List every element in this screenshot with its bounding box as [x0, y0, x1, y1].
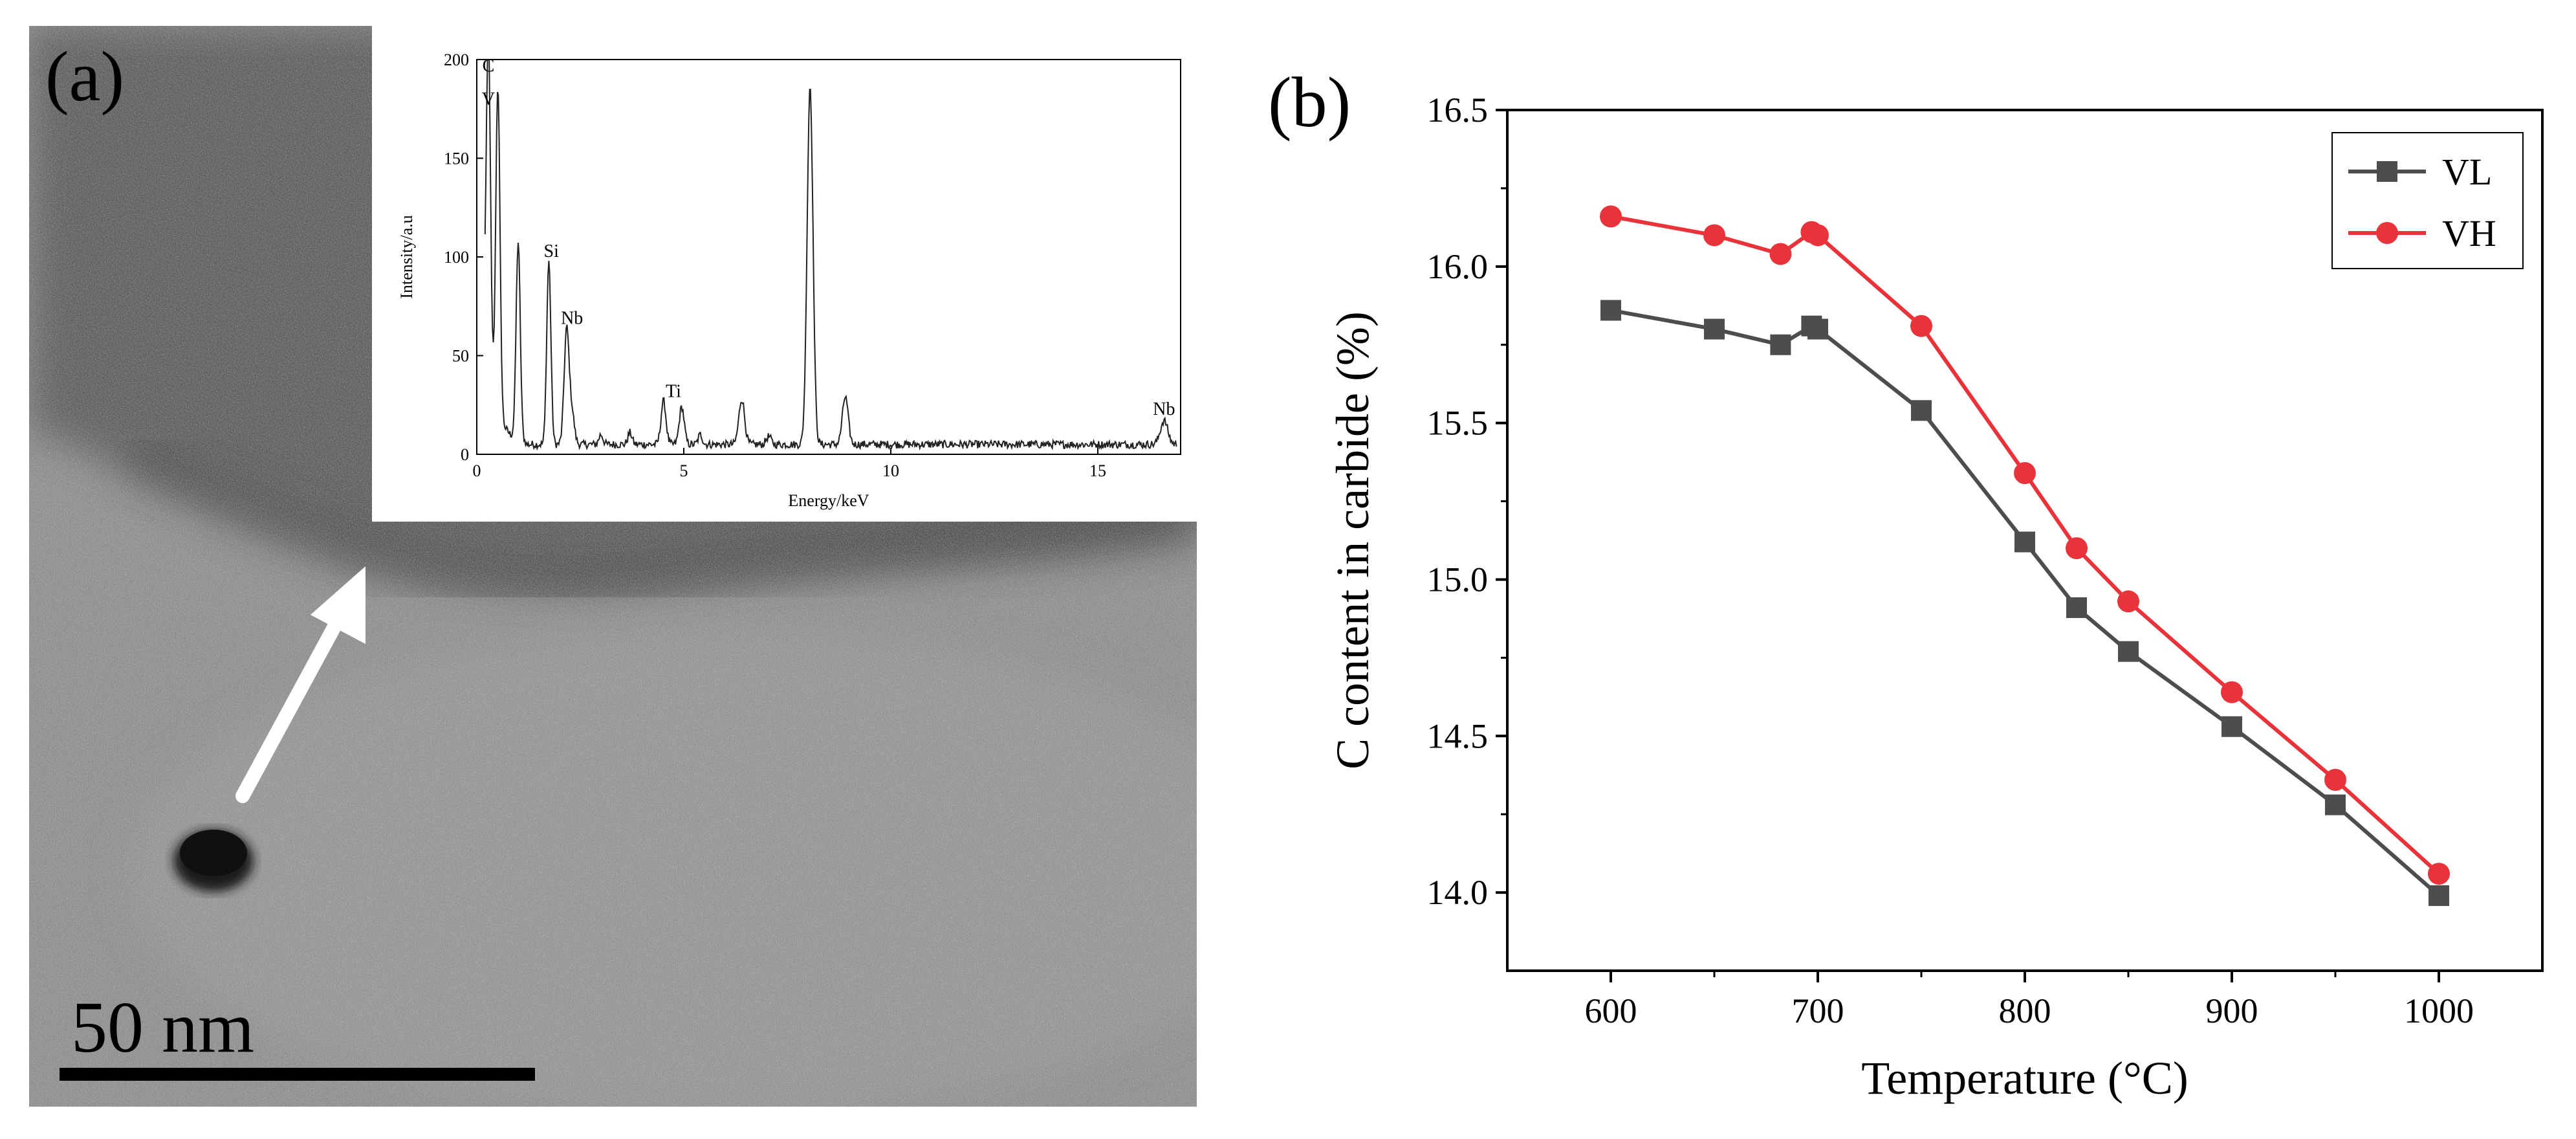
- series-vl-line: [1610, 308, 2440, 898]
- panel-a-tem-micrograph: 50 nm 0 50 100 150 200 0 5 10 15 Energy/keV Intens…: [29, 26, 1197, 1107]
- small-precipitate-core: [180, 830, 247, 876]
- series-vl-point: [2325, 794, 2346, 815]
- x-tick-label: 600: [1585, 991, 1637, 1030]
- series-vl-point: [1704, 318, 1725, 340]
- legend-vh-marker: [2376, 222, 2398, 244]
- inset-y-tick-label: 100: [444, 248, 469, 267]
- legend-vl-label: VL: [2442, 151, 2492, 193]
- series-vh-point: [2117, 590, 2139, 613]
- y-tick-label: 15.5: [1427, 404, 1489, 443]
- inset-x-tick-label: 0: [473, 461, 481, 480]
- eds-peak-label: Nb: [561, 309, 583, 329]
- series-vh-point: [2221, 681, 2243, 703]
- eds-spectrum-plot: 0 50 100 150 200 0 5 10 15 Energy/keV Intensity/a.…: [397, 50, 1181, 510]
- legend-vl-marker: [2377, 161, 2397, 182]
- series-vl-point: [2429, 885, 2449, 906]
- white-arrow: [235, 566, 366, 803]
- series-vh-point: [1910, 315, 1932, 337]
- series-vh-point: [2014, 462, 2036, 485]
- panel-b-carbon-chart: (b) 14.0 14.5 15.0 15.5 16.0 16.5 600 700 800 900…: [1268, 63, 2544, 1104]
- y-tick-label: 16.5: [1427, 91, 1489, 129]
- series-vh-point: [2066, 537, 2088, 560]
- eds-peak-label: Nb: [1153, 399, 1175, 419]
- y-axis-label: C content in carbide (%): [1327, 311, 1379, 769]
- series-vl-point: [2066, 597, 2087, 618]
- series-vl-point: [2014, 531, 2035, 553]
- carbon-content-plot: 14.0 14.5 15.0 15.5 16.0 16.5 600 700 800 900 1000…: [1327, 91, 2544, 1104]
- eds-peak-label: Si: [544, 241, 560, 261]
- scale-bar-label: 50 nm: [71, 988, 254, 1068]
- series-vl-point: [2221, 716, 2242, 737]
- eds-peak-label: Ti: [666, 382, 681, 402]
- inset-x-axis-label: Energy/keV: [788, 491, 869, 510]
- panel-b-label: (b): [1268, 63, 1351, 142]
- series-vl-point: [1911, 400, 1932, 421]
- x-tick-label: 800: [1999, 991, 2051, 1030]
- series-vh-line: [1610, 214, 2441, 876]
- x-tick-label: 900: [2206, 991, 2258, 1030]
- y-tick-label: 15.0: [1427, 560, 1489, 599]
- series-vl-point: [1807, 318, 1828, 340]
- eds-inset-background: [372, 26, 1197, 522]
- x-axis-label: Temperature (°C): [1861, 1052, 2189, 1104]
- series-vh-point: [1600, 205, 1622, 228]
- series-vh-point: [1807, 224, 1829, 247]
- inset-y-tick-label: 150: [444, 149, 469, 168]
- inset-x-tick-label: 15: [1089, 461, 1106, 480]
- legend-vh-label: VH: [2442, 212, 2496, 254]
- series-vl-point: [1770, 334, 1791, 355]
- inset-x-tick-label: 5: [680, 461, 688, 480]
- eds-peak-label: C: [483, 56, 495, 76]
- panel-a-label: (a): [45, 37, 124, 116]
- series-vl-point: [1600, 300, 1621, 321]
- scale-bar: [60, 1068, 535, 1081]
- series-vh-point: [2428, 863, 2450, 885]
- x-tick-label: 1000: [2404, 991, 2474, 1030]
- inset-y-tick-label: 200: [444, 50, 469, 69]
- series-vh-point: [1769, 243, 1792, 265]
- eds-inset: 0 50 100 150 200 0 5 10 15 Energy/keV Intensity/a.…: [372, 26, 1197, 522]
- y-tick-label: 14.0: [1427, 873, 1489, 912]
- series-vh-point: [2324, 768, 2346, 791]
- inset-y-tick-label: 0: [461, 445, 469, 464]
- legend-box: [2331, 132, 2524, 269]
- series-vh-point: [1703, 224, 1725, 247]
- inset-y-axis-label: Intensity/a.u: [397, 215, 416, 298]
- y-tick-label: 14.5: [1427, 716, 1489, 755]
- inset-y-tick-label: 50: [452, 347, 469, 366]
- inset-x-tick-label: 10: [882, 461, 899, 480]
- eds-peak-label: V: [482, 89, 495, 109]
- x-tick-label: 700: [1792, 991, 1844, 1030]
- eds-spectrum-line: [484, 59, 1177, 451]
- y-tick-label: 16.0: [1427, 247, 1489, 286]
- series-vl-point: [2118, 641, 2139, 662]
